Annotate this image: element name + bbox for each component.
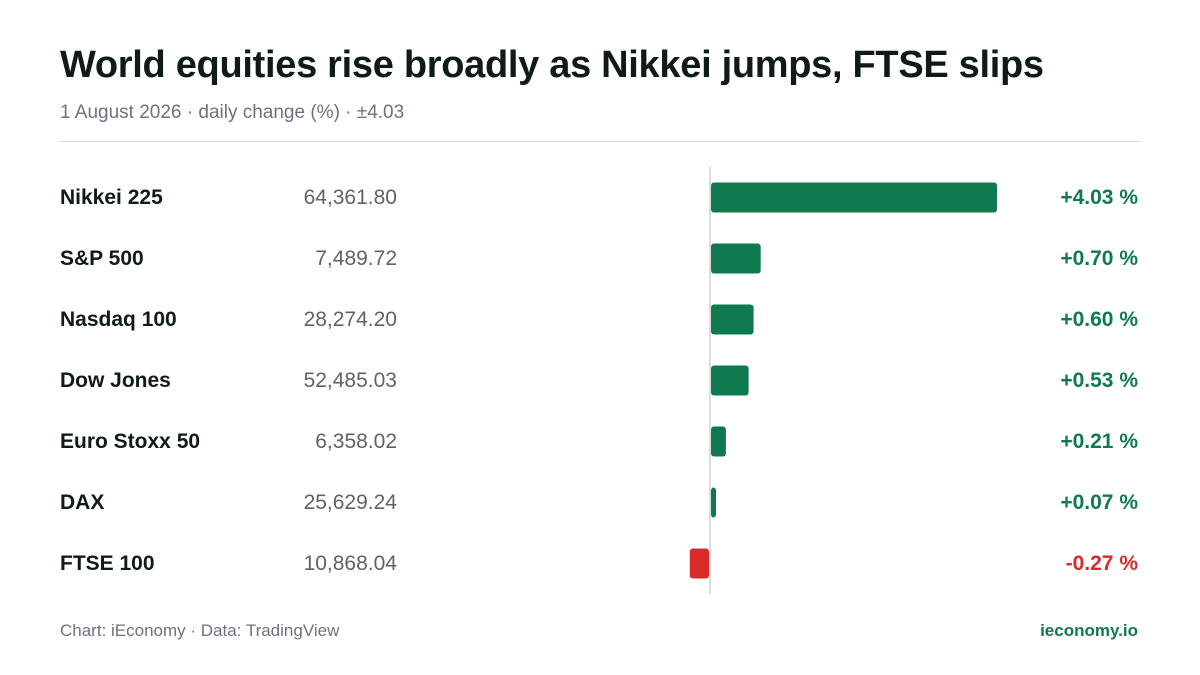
- table-row: S&P 500 7,489.72 +0.70 %: [0, 228, 1200, 289]
- chart-rows: Nikkei 225 64,361.80 +4.03 % S&P 500 7,489.7…: [0, 167, 1200, 594]
- index-level: 7,489.72: [315, 247, 397, 270]
- bar-dow-jones: [711, 365, 749, 396]
- index-level: 64,361.80: [303, 186, 397, 209]
- change-label: +4.03 %: [1060, 186, 1138, 209]
- index-level: 6,358.02: [315, 430, 397, 453]
- chart-title: World equities rise broadly as Nikkei ju…: [60, 44, 1044, 86]
- bar-euro-stoxx-50: [711, 426, 726, 457]
- header-divider: [60, 141, 1140, 142]
- change-label: -0.27 %: [1065, 552, 1138, 575]
- index-level: 52,485.03: [303, 369, 397, 392]
- table-row: Nikkei 225 64,361.80 +4.03 %: [0, 167, 1200, 228]
- table-row: Dow Jones 52,485.03 +0.53 %: [0, 350, 1200, 411]
- index-level: 28,274.20: [303, 308, 397, 331]
- table-row: DAX 25,629.24 +0.07 %: [0, 472, 1200, 533]
- table-row: Nasdaq 100 28,274.20 +0.60 %: [0, 289, 1200, 350]
- chart-subtitle: 1 August 2026 · daily change (%) · ±4.03: [60, 102, 405, 123]
- index-name: DAX: [60, 491, 105, 514]
- change-label: +0.21 %: [1060, 430, 1138, 453]
- table-row: Euro Stoxx 50 6,358.02 +0.21 %: [0, 411, 1200, 472]
- index-level: 25,629.24: [303, 491, 397, 514]
- index-level: 10,868.04: [303, 552, 397, 575]
- index-name: Nikkei 225: [60, 186, 163, 209]
- brand-link[interactable]: ieconomy.io: [1040, 621, 1138, 640]
- change-label: +0.07 %: [1060, 491, 1138, 514]
- change-label: +0.60 %: [1060, 308, 1138, 331]
- bar-chart: [689, 167, 997, 594]
- bar-nasdaq-100: [711, 304, 754, 335]
- index-name: Dow Jones: [60, 369, 171, 392]
- bar-s-p-500: [711, 243, 761, 274]
- change-label: +0.70 %: [1060, 247, 1138, 270]
- bar-nikkei-225: [711, 182, 997, 213]
- bar-ftse-100: [689, 548, 709, 579]
- bar-dax: [711, 487, 716, 518]
- change-label: +0.53 %: [1060, 369, 1138, 392]
- source-credit: Chart: iEconomy · Data: TradingView: [60, 621, 340, 640]
- index-name: Euro Stoxx 50: [60, 430, 201, 453]
- index-name: FTSE 100: [60, 552, 155, 575]
- index-name: S&P 500: [60, 247, 144, 270]
- index-name: Nasdaq 100: [60, 308, 177, 331]
- table-row: FTSE 100 10,868.04 -0.27 %: [0, 533, 1200, 594]
